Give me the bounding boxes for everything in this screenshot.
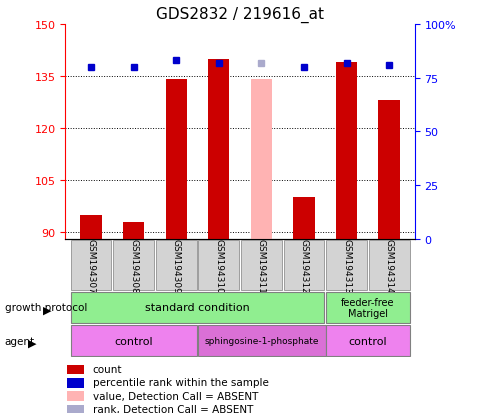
- Text: standard condition: standard condition: [145, 303, 249, 313]
- FancyBboxPatch shape: [325, 325, 408, 356]
- Bar: [67, 378, 84, 388]
- FancyBboxPatch shape: [283, 240, 324, 290]
- FancyBboxPatch shape: [113, 240, 154, 290]
- FancyBboxPatch shape: [325, 292, 408, 323]
- Text: GSM194311: GSM194311: [257, 238, 265, 293]
- Text: control: control: [348, 336, 386, 346]
- Bar: [378, 101, 399, 240]
- FancyBboxPatch shape: [198, 240, 239, 290]
- Text: feeder-free
Matrigel: feeder-free Matrigel: [340, 297, 394, 318]
- Text: GSM194309: GSM194309: [171, 238, 181, 293]
- FancyBboxPatch shape: [71, 292, 324, 323]
- Bar: [67, 365, 84, 374]
- Bar: [67, 405, 84, 413]
- Text: ▶: ▶: [28, 338, 36, 348]
- Text: count: count: [92, 364, 122, 374]
- Text: value, Detection Call = ABSENT: value, Detection Call = ABSENT: [92, 391, 257, 401]
- Text: GSM194312: GSM194312: [299, 238, 308, 293]
- Text: percentile rank within the sample: percentile rank within the sample: [92, 377, 268, 387]
- Bar: [208, 59, 229, 240]
- Text: GSM194314: GSM194314: [384, 238, 393, 293]
- Bar: [123, 222, 144, 240]
- Bar: [250, 80, 272, 240]
- Text: GSM194310: GSM194310: [214, 238, 223, 293]
- Bar: [67, 392, 84, 401]
- FancyBboxPatch shape: [241, 240, 281, 290]
- FancyBboxPatch shape: [198, 325, 325, 356]
- Title: GDS2832 / 219616_at: GDS2832 / 219616_at: [156, 7, 323, 24]
- Text: agent: agent: [5, 336, 35, 346]
- FancyBboxPatch shape: [71, 240, 111, 290]
- Text: ▶: ▶: [43, 305, 51, 315]
- FancyBboxPatch shape: [155, 240, 196, 290]
- FancyBboxPatch shape: [368, 240, 408, 290]
- Text: GSM194313: GSM194313: [341, 238, 350, 293]
- FancyBboxPatch shape: [325, 240, 366, 290]
- Bar: [335, 63, 356, 240]
- Text: growth protocol: growth protocol: [5, 303, 87, 313]
- Text: rank, Detection Call = ABSENT: rank, Detection Call = ABSENT: [92, 404, 253, 413]
- Text: control: control: [114, 336, 152, 346]
- Text: GSM194307: GSM194307: [86, 238, 95, 293]
- Text: sphingosine-1-phosphate: sphingosine-1-phosphate: [204, 336, 318, 345]
- Bar: [80, 215, 102, 240]
- Text: GSM194308: GSM194308: [129, 238, 138, 293]
- Bar: [165, 80, 186, 240]
- FancyBboxPatch shape: [71, 325, 196, 356]
- Bar: [293, 198, 314, 240]
